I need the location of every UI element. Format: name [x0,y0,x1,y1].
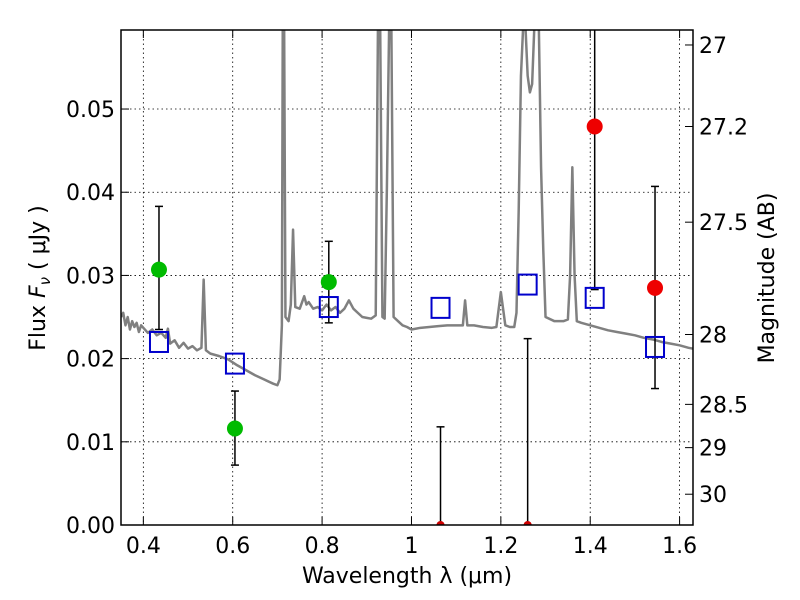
tick-layer: 0.4 0.6 0.8 1 1.2 1.4 1.6 0.00 0.01 0.02 0.03 0.04 0… [66,30,748,559]
grid [121,30,693,526]
plot-frame [120,29,694,526]
x-tick-label: 1.2 [483,534,518,559]
x-axis-label: Wavelength λ (μm) [302,564,512,589]
y-tick-label: 0.02 [66,348,115,373]
x-tick-label: 0.4 [126,534,161,559]
y-tick-label: 0.04 [66,181,115,206]
y2-tick-label: 27.2 [699,116,748,141]
model-photometry-square [318,296,339,319]
y-tick-label: 0.03 [66,264,115,289]
detection-point [226,420,243,437]
detection-point [647,279,664,296]
y-axis-label: Flux Fν ( μJy ) [26,205,54,350]
y-tick-label: 0.01 [66,431,115,456]
y2-tick-label: 27 [699,34,727,59]
model-photometry-square [584,286,605,309]
non-detection-marker [523,521,532,525]
model-photometry-square [224,352,245,375]
y-tick-label: 0.05 [66,98,115,123]
x-tick-label: 1.4 [573,534,608,559]
y2-tick-label: 29 [699,437,727,462]
y2-tick-label: 28 [699,323,727,348]
spectrum-line [121,30,693,387]
y2-tick-label: 27.5 [699,211,748,236]
model-photometry-square [430,296,451,319]
y2-axis-label: Magnitude (AB) [755,193,780,364]
plot-area [121,30,693,525]
model-photometry-square [148,330,169,353]
detection-point [320,274,337,291]
detection-point [586,118,603,135]
model-photometry-square [645,335,666,358]
model-photometry-square [517,273,538,296]
x-tick-label: 0.6 [215,534,250,559]
spectrum-layer [121,30,693,387]
x-tick-label: 1.6 [662,534,697,559]
non-detection-marker [436,521,445,525]
detection-point [150,261,167,278]
y-tick-label: 0.00 [66,514,115,539]
marker-layer [148,118,666,525]
y2-tick-label: 28.5 [699,393,748,418]
x-tick-label: 0.8 [305,534,340,559]
y2-tick-label: 30 [699,483,727,508]
x-tick-label: 1 [404,534,418,559]
